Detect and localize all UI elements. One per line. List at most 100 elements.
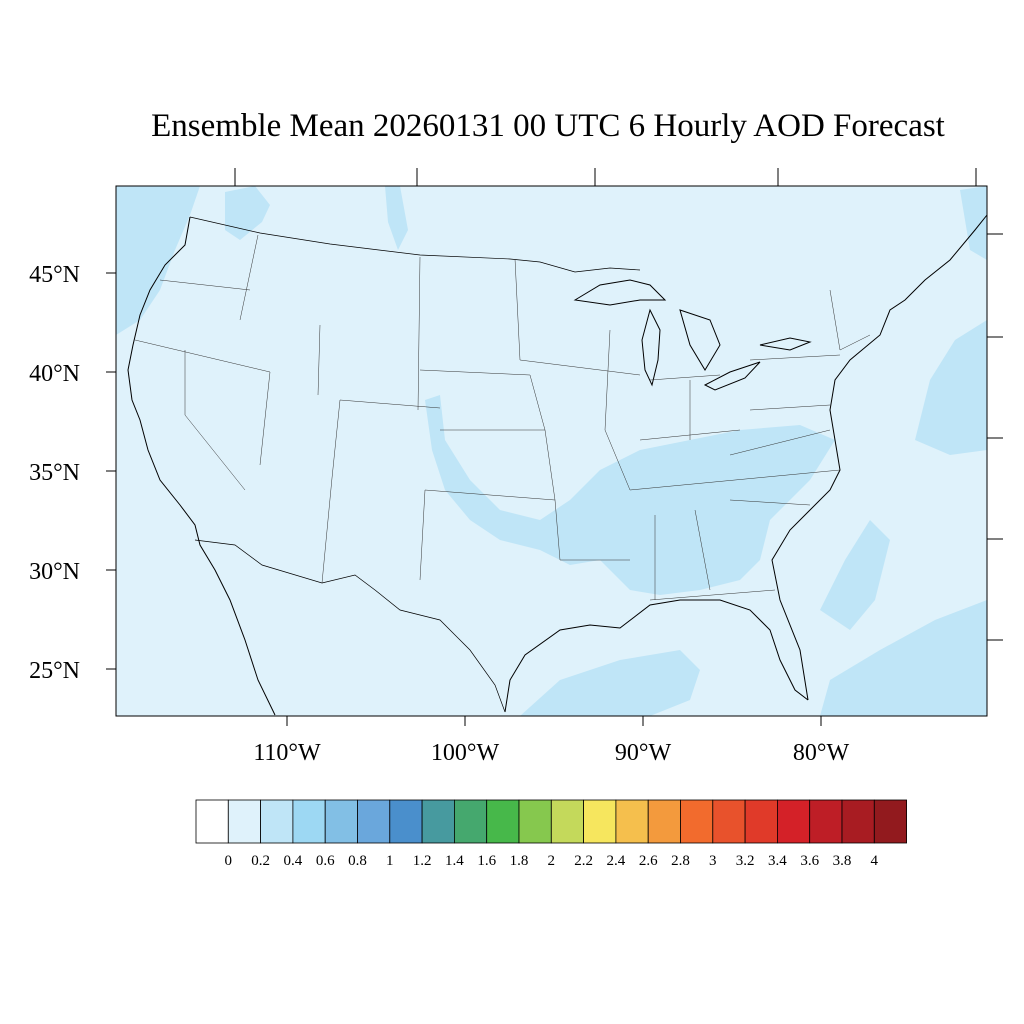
us-mexico-border [194,539,506,713]
colorbar-swatch [453,799,488,844]
state-line-ga-fl [649,589,776,601]
colorbar-swatch [583,799,617,844]
colorbar-swatch [680,799,714,844]
colorbar-swatch [227,799,262,844]
aod-region-pacific-northwest [116,186,200,335]
state-line-id-wy [317,324,321,396]
aod-region-atlantic [915,320,987,455]
state-line-wa-or [159,279,251,291]
colorbar-swatch [195,799,229,844]
state-line-al-ga [694,509,711,591]
colorbar-swatch [324,799,358,844]
state-line-nd-mn [514,258,521,361]
aod-region-hudson [385,186,408,250]
colorbar-swatch [389,799,423,844]
colorbar-label: 0.4 [284,853,303,869]
aod-region-plains-south [425,395,835,595]
state-line-nm-tx [419,489,426,581]
colorbar-label: 3.2 [736,853,755,869]
colorbar-label: 4 [871,853,879,869]
state-line-id-mt [239,234,259,321]
state-line-tn [629,469,841,491]
colorbar-swatch [486,799,520,844]
colorbar-label: 3 [709,853,717,869]
lake-erie [703,361,761,391]
lat-label: 25°N [29,658,80,684]
map-title: Ensemble Mean 20260131 00 UTC 6 Hourly A… [151,108,945,144]
colorbar-labels: 0 0.2 0.4 0.6 0.8 1 1.2 1.4 1.6 1.8 2 2.2 2.4 2.6 2.8 3… [225,853,879,869]
lon-label: 90°W [615,740,672,766]
gulf-coast [504,599,809,713]
tick-marks [106,168,1003,726]
state-line-ne-ks [419,369,531,376]
state-line-ut-co [331,399,341,479]
colorbar-label: 0.6 [316,853,335,869]
lake-ontario [759,337,812,351]
state-line-il [604,329,631,491]
state-line-pa-ny [749,354,841,361]
aod-region-atlantic-south [820,520,890,630]
state-line-nv-ut [259,371,271,466]
aod-region-montana [225,186,270,240]
colorbar-swatch [357,799,391,844]
colorbar-label: 1.6 [477,853,496,869]
lon-label: 100°W [431,740,500,766]
map-frame [115,185,988,717]
lat-label: 45°N [29,262,80,288]
west-coast [127,216,276,716]
colorbar-swatch [809,799,843,844]
colorbar-label: 1.8 [510,853,529,869]
state-line-va [729,429,831,456]
colorbar-label: 2.2 [574,853,593,869]
colorbar-swatch [550,799,584,844]
lake-huron [679,309,721,371]
map-background [116,186,987,716]
us-canada-border [189,216,641,273]
state-line-ca-nv [184,350,246,491]
state-lines [134,234,871,601]
colorbar-label: 0.2 [251,853,270,869]
state-line-pa-md [749,404,831,411]
lat-label: 35°N [29,460,80,486]
lon-labels: 110°W 100°W 90°W 80°W [253,740,849,766]
state-line-mi-oh [649,374,721,381]
lat-label: 30°N [29,559,80,585]
colorbar-label: 3.6 [800,853,819,869]
lat-label: 40°N [29,361,80,387]
state-line-ok-tx [424,489,556,501]
colorbar-label: 1.4 [445,853,464,869]
colorbar-label: 2 [548,853,556,869]
colorbar-label: 1.2 [413,853,432,869]
colorbar-swatch [873,799,907,844]
colorbar-label: 2.8 [671,853,690,869]
colorbar-swatch [744,799,778,844]
aod-region-nova-scotia [960,186,987,260]
colorbar-label: 0.8 [348,853,367,869]
state-line-mo [529,374,556,501]
state-line-ne [829,289,871,351]
colorbar-swatch [712,799,746,844]
state-line-ar-la [554,499,630,561]
state-line-co-ks [339,399,441,409]
aod-region-gulf [520,650,700,716]
lake-superior [573,279,667,306]
state-line-or-ca [134,339,271,373]
colorbar-label: 3.8 [833,853,852,869]
colorbar-label: 1 [386,853,394,869]
colorbar-swatch [615,799,649,844]
colorbar-label: 3.4 [768,853,787,869]
aod-enhanced-regions [116,186,987,716]
colorbar-label: 2.6 [639,853,658,869]
colorbar-swatch [647,799,681,844]
lat-labels: 45°N 40°N 35°N 30°N 25°N [29,262,80,684]
state-line-mt-sd [417,256,421,411]
colorbar-label: 2.4 [607,853,626,869]
state-line-az-nm [321,477,333,584]
colorbar-swatch [292,799,326,844]
boundaries [127,214,987,716]
east-coast [771,214,987,701]
colorbar-swatch [841,799,875,844]
colorbar-swatch [518,799,552,844]
colorbar [195,799,907,844]
lon-label: 110°W [253,740,321,766]
